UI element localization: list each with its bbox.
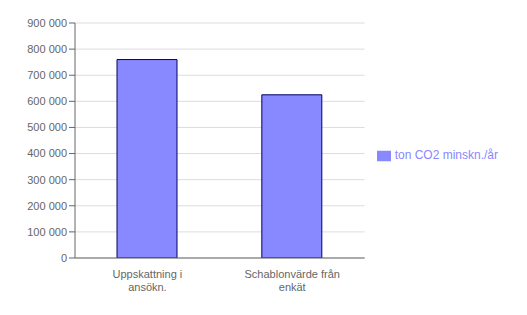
svg-text:500 000: 500 000 bbox=[27, 121, 67, 133]
svg-text:800 000: 800 000 bbox=[27, 43, 67, 55]
svg-text:600 000: 600 000 bbox=[27, 95, 67, 107]
svg-text:200 000: 200 000 bbox=[27, 200, 67, 212]
html-text:ton CO2 minskn./år: ton CO2 minskn./år bbox=[394, 148, 498, 163]
svg-text:Schablonvärde frånenkät: Schablonvärde frånenkät bbox=[245, 268, 340, 293]
svg-text:700 000: 700 000 bbox=[27, 69, 67, 81]
svg-text:300 000: 300 000 bbox=[27, 174, 67, 186]
svg-text:400 000: 400 000 bbox=[27, 147, 67, 159]
svg-text:900 000: 900 000 bbox=[27, 17, 67, 29]
svg-text:0: 0 bbox=[61, 252, 67, 264]
svg-text:100 000: 100 000 bbox=[27, 226, 67, 238]
svg-text:Uppskattning iansökn.: Uppskattning iansökn. bbox=[113, 268, 183, 293]
